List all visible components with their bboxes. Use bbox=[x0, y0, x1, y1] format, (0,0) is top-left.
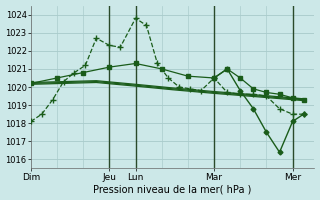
X-axis label: Pression niveau de la mer( hPa ): Pression niveau de la mer( hPa ) bbox=[93, 184, 252, 194]
